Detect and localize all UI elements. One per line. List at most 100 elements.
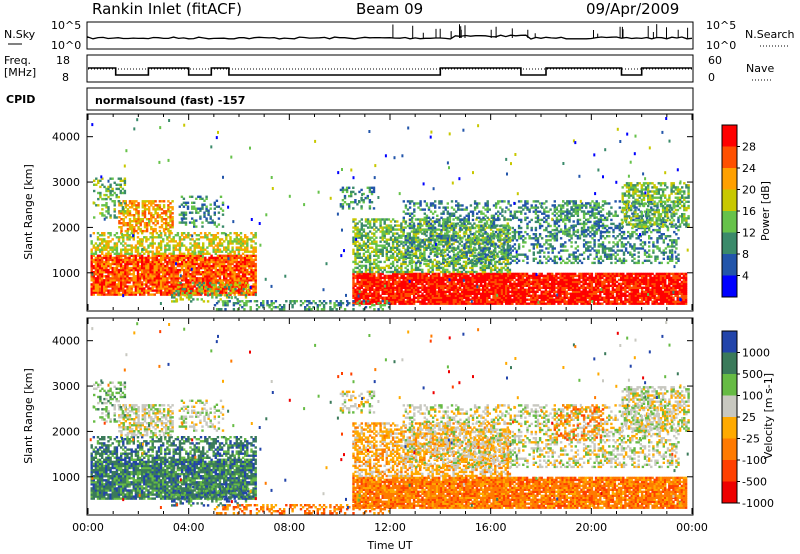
power-cell [141,261,143,263]
power-cell [626,273,628,275]
power-cell [229,251,231,253]
power-cell [578,273,580,275]
power-cell [164,281,166,283]
power-cell [183,206,185,208]
power-cell [242,275,244,277]
power-cell [152,228,154,230]
power-cell [189,249,191,251]
power-cell [188,290,190,292]
power-cell [97,249,99,251]
power-cell [472,297,474,299]
power-cell [164,285,166,287]
power-cell [666,285,668,287]
power-cell [215,253,217,255]
power-cell [363,259,365,261]
power-cell [252,249,254,251]
power-cell [91,242,93,244]
power-cell [231,242,233,244]
power-cell [133,238,135,240]
power-cell [203,282,205,284]
power-cell [187,249,189,251]
power-cell [248,271,250,273]
power-cell [206,271,208,273]
power-cell [131,289,133,291]
power-cell [166,236,168,238]
power-cell [185,275,187,277]
power-cell [225,238,227,240]
power-cell [124,249,126,251]
power-cell [120,180,122,182]
power-cell [158,281,160,283]
power-cell [561,273,563,275]
power-cell [198,265,200,267]
power-cell [143,261,145,263]
power-cell [114,257,116,259]
power-cell [114,285,116,287]
power-cell [128,285,130,287]
power-cell [369,271,371,273]
power-cell [179,206,181,208]
power-cell [133,232,135,234]
power-cell [137,271,139,273]
power-cell [166,244,168,246]
power-cell [198,253,200,255]
power-cell [215,281,217,283]
power-cell [164,249,166,251]
power-cell [145,238,147,240]
power-cell [463,301,465,303]
power-cell [149,289,151,291]
power-cell [208,238,210,240]
power-cell [247,286,249,288]
power-cell [478,273,480,275]
power-cell [255,246,257,248]
power-cell [200,253,202,255]
power-cell [210,238,212,240]
power-cell [107,285,109,287]
power-cell [116,253,118,255]
power-cell [114,261,116,263]
power-cell [125,216,127,218]
power-cell [137,253,139,255]
power-cell [161,200,163,202]
power-cell [238,242,240,244]
power-cell [618,279,620,281]
power-cell [137,261,139,263]
power-cell [595,273,597,275]
power-cell [122,244,124,246]
power-cell [160,236,162,238]
power-cell [451,293,453,295]
power-cell [95,242,97,244]
power-cell [105,265,107,267]
power-cell [160,232,162,234]
power-cell [107,265,109,267]
power-cell [662,291,664,293]
power-cell [114,249,116,251]
power-cell [133,226,135,228]
power-cell [390,275,392,277]
power-cell [160,240,162,242]
power-cell [603,297,605,299]
power-cell [597,273,599,275]
power-cell [244,257,246,259]
power-cell [228,286,230,288]
power-cell [683,273,685,275]
power-cell [626,295,628,297]
power-cell [618,303,620,305]
power-cell [158,285,160,287]
power-cell [126,253,128,255]
power-cell [114,208,116,210]
power-cell [252,253,254,255]
power-cell [97,275,99,277]
power-cell [204,275,206,277]
power-cell [179,265,181,267]
power-cell [107,190,109,192]
power-cell [111,188,113,190]
power-cell [101,271,103,273]
power-cell [255,275,257,277]
power-cell [215,249,217,251]
power-cell [99,249,101,251]
power-cell [382,277,384,279]
power-cell [182,298,184,300]
power-cell [173,249,175,251]
power-cell [163,210,165,212]
